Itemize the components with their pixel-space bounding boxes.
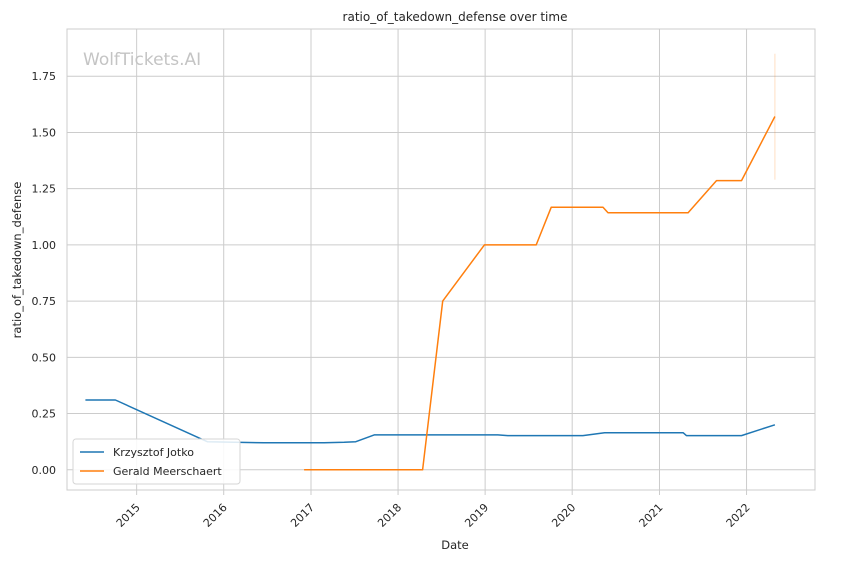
y-tick-label: 1.75 bbox=[32, 70, 57, 83]
x-tick-label: 2016 bbox=[201, 501, 230, 530]
x-tick-label: 2015 bbox=[114, 501, 143, 530]
x-axis: 2015 2016 2017 2018 2019 2020 2021 2022 bbox=[114, 490, 753, 530]
y-tick-label: 1.25 bbox=[32, 183, 57, 196]
y-tick-label: 0.75 bbox=[32, 295, 57, 308]
grid bbox=[67, 29, 815, 490]
series-layer bbox=[85, 53, 776, 471]
x-tick-label: 2017 bbox=[288, 501, 317, 530]
y-axis-title: ratio_of_takedown_defense bbox=[10, 182, 24, 339]
y-tick-label: 0.00 bbox=[32, 464, 57, 477]
y-axis: 0.00 0.25 0.50 0.75 1.00 1.25 1.50 1.75 bbox=[32, 70, 57, 477]
legend-label-jotko: Krzysztof Jotko bbox=[113, 446, 194, 459]
y-tick-label: 0.50 bbox=[32, 351, 57, 364]
x-tick-label: 2021 bbox=[637, 501, 666, 530]
x-tick-label: 2020 bbox=[549, 501, 578, 530]
series-line-meerschaert bbox=[304, 116, 776, 471]
x-tick-label: 2018 bbox=[375, 501, 404, 530]
x-tick-label: 2019 bbox=[462, 501, 491, 530]
legend-label-meerschaert: Gerald Meerschaert bbox=[113, 465, 222, 478]
y-tick-label: 1.00 bbox=[32, 239, 57, 252]
legend-box bbox=[72, 438, 241, 485]
y-tick-label: 0.25 bbox=[32, 408, 57, 421]
plot-area-frame bbox=[66, 28, 816, 491]
x-axis-title: Date bbox=[441, 538, 469, 552]
x-tick-label: 2022 bbox=[724, 501, 753, 530]
watermark: WolfTickets.AI bbox=[83, 50, 201, 70]
y-tick-label: 1.50 bbox=[32, 126, 57, 139]
series-line-jotko bbox=[85, 399, 776, 444]
chart-title: ratio_of_takedown_defense over time bbox=[343, 10, 568, 24]
legend: Krzysztof Jotko Gerald Meerschaert bbox=[72, 438, 241, 485]
